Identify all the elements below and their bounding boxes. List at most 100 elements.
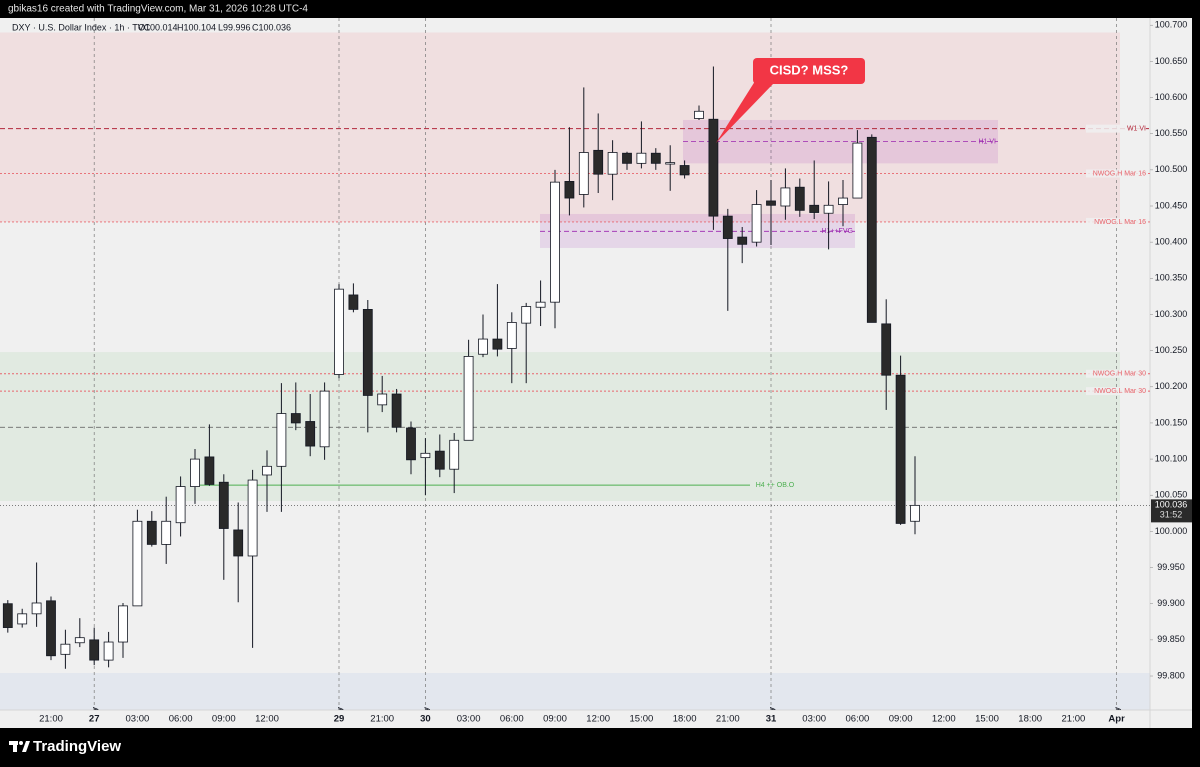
y-tick-label: 99.900 <box>1157 598 1185 608</box>
chart-background <box>0 18 1192 728</box>
x-tick-label: 12:00 <box>255 714 279 725</box>
candle-body <box>794 186 805 211</box>
level-label-bg <box>1086 124 1146 133</box>
callout: CISD? MSS? <box>716 58 865 143</box>
candle-body <box>881 323 892 376</box>
y-tick-label: 100.150 <box>1155 417 1188 427</box>
candle-body <box>262 465 272 476</box>
candle-body <box>247 479 258 557</box>
y-tick-label: 100.700 <box>1155 20 1188 30</box>
candle-body <box>434 450 445 470</box>
x-tick-label: 09:00 <box>889 714 913 725</box>
y-tick-label: 99.850 <box>1157 634 1185 644</box>
candle-body <box>348 294 359 310</box>
candle-body <box>204 456 215 485</box>
y-tick-label: 100.500 <box>1155 164 1188 174</box>
candle-body <box>665 162 676 165</box>
ohlc-open: O100.014 <box>138 22 178 32</box>
x-tick-label: 09:00 <box>212 714 236 725</box>
candle-body <box>290 413 301 424</box>
symbol-title: DXY · U.S. Dollar Index · 1h · TVC <box>12 22 151 32</box>
y-tick-label: 100.600 <box>1155 92 1188 102</box>
callout-text: CISD? MSS? <box>770 62 849 77</box>
x-tick-label: 12:00 <box>932 714 956 725</box>
y-tick-label: 100.350 <box>1155 273 1188 283</box>
area <box>0 32 1120 222</box>
candle-body <box>74 637 85 644</box>
candle-body <box>578 152 589 195</box>
candle-body <box>780 187 791 207</box>
callout-pointer <box>716 78 773 143</box>
level-label: NWOG.H Mar 16 <box>1093 170 1146 177</box>
candle-body <box>838 197 848 205</box>
callout-box <box>753 58 865 84</box>
ohlc-high: H100.104 <box>177 22 216 32</box>
candle-body <box>694 110 704 119</box>
y-tick-label: 99.950 <box>1157 562 1185 572</box>
y-tick-label: 100.100 <box>1155 453 1188 463</box>
brand: TradingView <box>33 738 121 755</box>
x-tick-label: 03:00 <box>802 714 826 725</box>
y-tick-label: 100.450 <box>1155 200 1188 210</box>
candle-body <box>679 165 690 176</box>
candle-body <box>60 643 71 655</box>
candle-body <box>305 421 316 447</box>
x-tick-label: 12:00 <box>586 714 610 725</box>
candle-body <box>362 309 373 396</box>
candle-body <box>550 181 560 303</box>
candle-body <box>132 520 143 607</box>
candle-body <box>607 152 618 175</box>
session-label: Monday <box>421 706 430 735</box>
x-tick-label: 18:00 <box>673 714 697 725</box>
candle-body <box>449 439 460 470</box>
x-tick-label: 29 <box>334 714 345 725</box>
level-label-bg <box>1086 169 1146 178</box>
x-tick-label: 09:00 <box>543 714 567 725</box>
x-tick-label: 03:00 <box>126 714 150 725</box>
candle-body <box>895 374 906 524</box>
countdown: 31:52 <box>1160 510 1183 520</box>
area <box>0 352 1120 502</box>
x-tick-label: Apr <box>1108 714 1125 725</box>
candle-body <box>118 605 128 643</box>
candle-body <box>2 603 13 628</box>
candle-body <box>17 613 28 625</box>
candle-body <box>521 306 532 324</box>
credit: gbikas16 created with TradingView.com, M… <box>8 4 308 15</box>
candle-body <box>46 600 56 657</box>
candle-body <box>866 136 877 323</box>
candle-body <box>478 338 488 355</box>
y-tick-label: 100.200 <box>1155 381 1188 391</box>
candle-body <box>492 338 503 350</box>
candle-body <box>708 118 719 217</box>
candle-body <box>391 393 402 428</box>
candle-body <box>175 486 186 524</box>
x-tick-label: 06:00 <box>846 714 870 725</box>
x-tick-label: 15:00 <box>975 714 999 725</box>
candle-body <box>809 204 820 213</box>
candle-body <box>334 288 344 375</box>
plot: Friday Sunday Monday Tuesday Wednesday H1 VI H… <box>0 18 1150 737</box>
candle-body <box>751 204 762 243</box>
y-tick-label: 100.650 <box>1155 56 1188 66</box>
x-tick-label: 21:00 <box>370 714 394 725</box>
session-label: Tuesday <box>767 706 776 737</box>
y-tick-label: 100.550 <box>1155 128 1188 138</box>
session-label: Friday <box>90 706 99 729</box>
x-tick-label: 21:00 <box>1062 714 1086 725</box>
axes: 100.700 100.650 100.600 100.550 100.500 100.4… <box>39 20 1192 725</box>
y-tick-label: 100.250 <box>1155 345 1188 355</box>
zone-label: H1++FVG <box>821 228 853 235</box>
candle-body <box>506 322 517 349</box>
candle-body <box>233 529 244 557</box>
candle-body <box>89 639 100 661</box>
candle-body <box>564 181 575 199</box>
ohlc-close: C100.036 <box>252 22 291 32</box>
candle-body <box>823 204 834 214</box>
x-tick-label: 31 <box>766 714 777 725</box>
level-label-bg <box>1086 369 1146 378</box>
x-tick-label: 06:00 <box>169 714 193 725</box>
x-tick-label: 18:00 <box>1018 714 1042 725</box>
candle-body <box>593 149 604 175</box>
x-tick-label: 27 <box>89 714 100 725</box>
